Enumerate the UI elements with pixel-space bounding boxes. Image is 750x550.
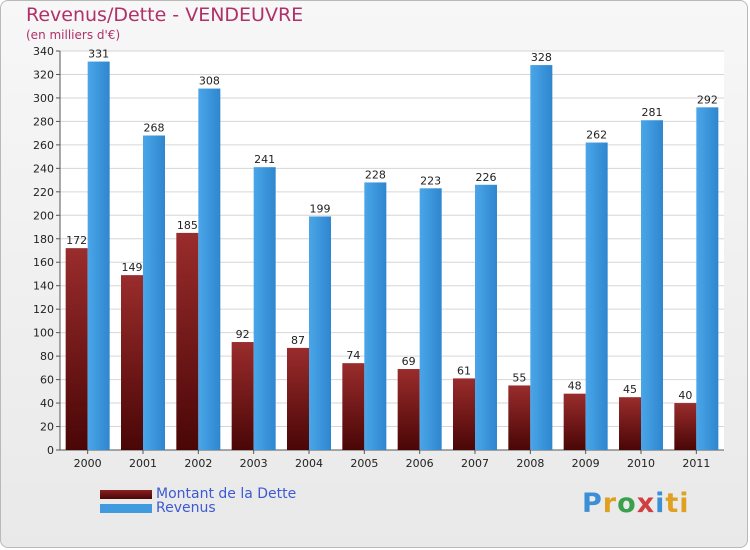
revenue-bar [253, 167, 276, 450]
revenue-value-label: 331 [88, 48, 109, 61]
legend-item-debt: Montant de la Dette [100, 486, 296, 502]
revenue-bar [641, 120, 663, 451]
y-tick-label: 180 [33, 233, 54, 246]
debt-value-label: 92 [236, 328, 250, 341]
plot-area [60, 51, 724, 450]
debt-bar [619, 397, 641, 450]
x-tick-label: 2000 [74, 457, 102, 470]
debt-value-label: 40 [678, 389, 692, 402]
revenue-value-label: 328 [531, 51, 552, 64]
y-tick-label: 140 [33, 280, 54, 293]
legend-label-debt: Montant de la Dette [156, 486, 297, 502]
revenue-value-label: 226 [476, 171, 497, 184]
debt-value-label: 74 [346, 349, 360, 362]
revenue-value-label: 308 [199, 75, 220, 88]
y-tick-label: 120 [33, 303, 54, 316]
revenue-value-label: 241 [254, 153, 275, 166]
y-tick-label: 100 [33, 327, 54, 340]
x-tick-label: 2004 [295, 457, 323, 470]
revenue-value-label: 223 [420, 174, 441, 187]
axes [56, 50, 724, 454]
x-tick-label: 2002 [184, 457, 212, 470]
debt-bar [508, 385, 531, 450]
revenue-value-label: 268 [144, 121, 165, 134]
debt-value-label: 48 [568, 380, 582, 393]
revenue-bar [696, 107, 719, 451]
y-tick-label: 300 [33, 92, 54, 105]
x-tick-label: 2006 [406, 457, 434, 470]
debt-value-label: 172 [66, 234, 87, 247]
y-tick-label: 40 [40, 397, 54, 410]
y-tick-label: 20 [40, 421, 54, 434]
y-tick-label: 220 [33, 186, 54, 199]
debt-value-label: 149 [122, 261, 143, 274]
debt-bar [674, 403, 697, 450]
debt-bar [342, 363, 365, 450]
debt-bar [176, 232, 199, 450]
y-tick-label: 280 [33, 115, 54, 128]
logo-letter: o [617, 488, 637, 519]
revenue-bar [475, 184, 497, 450]
grid-lines [60, 50, 724, 451]
revenue-bar [143, 135, 165, 450]
y-tick-label: 80 [40, 350, 54, 363]
debt-value-label: 45 [623, 383, 637, 396]
debt-bar [65, 248, 88, 450]
x-tick-label: 2007 [461, 457, 489, 470]
y-tick-label: 160 [33, 256, 54, 269]
revenue-bar [530, 65, 553, 451]
legend-swatch-debt [100, 489, 152, 499]
x-tick-label: 2008 [516, 457, 544, 470]
y-tick-label: 260 [33, 139, 54, 152]
legend-item-revenue: Revenus [100, 500, 216, 516]
revenue-bar [87, 61, 110, 450]
revenue-value-label: 281 [642, 106, 663, 119]
y-tick-label: 340 [33, 45, 54, 58]
revenue-value-label: 262 [586, 129, 607, 142]
x-tick-label: 2001 [129, 457, 157, 470]
debt-bar [563, 393, 586, 450]
x-tick-label: 2003 [240, 457, 268, 470]
revenue-bar [198, 88, 221, 450]
revenue-bar [419, 188, 442, 450]
logo-letter: x [636, 488, 656, 519]
revenue-value-label: 199 [310, 202, 331, 215]
revenue-value-label: 228 [365, 168, 386, 181]
y-tick-label: 200 [33, 209, 54, 222]
debt-bar [231, 342, 254, 450]
y-tick-label: 60 [40, 374, 54, 387]
debt-bar [287, 347, 309, 450]
revenue-bar [364, 182, 387, 450]
x-tick-label: 2010 [627, 457, 655, 470]
chart-subtitle: (en milliers d'€) [26, 28, 121, 42]
logo-letter: ti [665, 488, 690, 519]
proxiti-logo: Proxiti [582, 488, 690, 519]
y-tick-label: 0 [47, 444, 54, 457]
y-tick-label: 320 [33, 68, 54, 81]
x-tick-label: 2009 [572, 457, 600, 470]
logo-letter: r [602, 488, 618, 519]
legend-swatch-revenue [100, 503, 152, 513]
legend-label-revenue: Revenus [156, 500, 216, 516]
labels: 0 20 40 60 80 100 120 140 160 180 200 220 240 260 280 3… [33, 45, 718, 470]
x-tick-label: 2005 [350, 457, 378, 470]
revenue-bar [309, 216, 331, 450]
debt-bar [453, 378, 475, 450]
revenue-bar [585, 142, 608, 451]
debt-bar [121, 275, 143, 450]
debt-value-label: 87 [291, 334, 305, 347]
debt-value-label: 69 [402, 355, 416, 368]
debt-value-label: 55 [512, 371, 526, 384]
logo-letter: P [582, 488, 603, 519]
debt-value-label: 185 [177, 219, 198, 232]
y-tick-label: 240 [33, 162, 54, 175]
x-tick-label: 2011 [682, 457, 710, 470]
debt-value-label: 61 [457, 364, 471, 377]
debt-bar [397, 369, 420, 450]
revenue-value-label: 292 [697, 93, 718, 106]
logo-letter: i [655, 488, 666, 519]
chart-title: Revenus/Dette - VENDEUVRE [26, 4, 304, 26]
bars [65, 61, 719, 451]
